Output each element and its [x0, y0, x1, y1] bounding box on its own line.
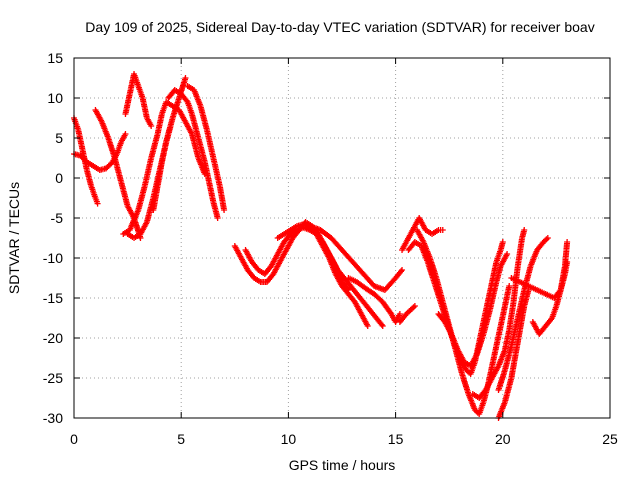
data-point-marks: [306, 223, 406, 293]
plot-border: [73, 57, 611, 419]
y-tick-label: -5: [51, 210, 64, 226]
data-point-marks: [435, 251, 511, 369]
data-point-marks: [529, 259, 571, 337]
y-tick-label: -25: [43, 370, 63, 386]
series-track-3: [92, 107, 144, 241]
series-track-20: [469, 227, 528, 401]
grid-lines: [74, 58, 610, 418]
series-track-5: [122, 71, 155, 129]
series-track-14: [345, 275, 403, 325]
series-track-16: [399, 215, 446, 253]
y-tick-label: 10: [47, 90, 63, 106]
x-tick-label: 25: [602, 431, 618, 447]
series-track-15: [396, 303, 418, 325]
y-tick-label: 15: [47, 50, 63, 66]
data-point-marks: [165, 87, 221, 221]
series-track-19: [435, 251, 511, 369]
data-point-marks: [120, 99, 208, 237]
series-track-7: [150, 123, 174, 213]
data-marks: [71, 71, 571, 421]
chart-title: Day 109 of 2025, Sidereal Day-to-day VTE…: [85, 19, 594, 35]
data-point-marks: [399, 215, 446, 253]
data-point-marks: [122, 71, 155, 129]
series-track-6: [120, 99, 208, 237]
x-tick-label: 20: [495, 431, 511, 447]
x-tick-label: 10: [281, 431, 297, 447]
data-point-marks: [396, 303, 418, 325]
data-point-marks: [469, 227, 528, 401]
series-track-12: [274, 221, 371, 329]
y-tick-label: -20: [43, 330, 63, 346]
y-tick-label: -10: [43, 250, 63, 266]
series-track-8: [165, 87, 221, 221]
data-point-marks: [150, 123, 174, 213]
x-tick-label: 15: [388, 431, 404, 447]
axis-ticks: 0 5 10 15 20 25 15 10 5 0 -5 -10 -15 -20 -25 -30: [43, 50, 618, 447]
data-point-marks: [274, 221, 371, 329]
data-point-marks: [92, 107, 144, 241]
data-point-marks: [184, 83, 228, 213]
y-tick-label: 0: [55, 170, 63, 186]
series-track-13: [306, 223, 406, 293]
x-tick-label: 0: [70, 431, 78, 447]
y-axis-label: SDTVAR / TECUs: [6, 182, 22, 294]
series-track-9: [184, 83, 228, 213]
y-tick-label: -30: [43, 410, 63, 426]
x-tick-label: 5: [177, 431, 185, 447]
y-tick-label: 5: [55, 130, 63, 146]
data-point-marks: [345, 275, 403, 325]
series-track-24: [529, 259, 571, 337]
y-tick-label: -15: [43, 290, 63, 306]
x-axis-label: GPS time / hours: [289, 457, 396, 473]
